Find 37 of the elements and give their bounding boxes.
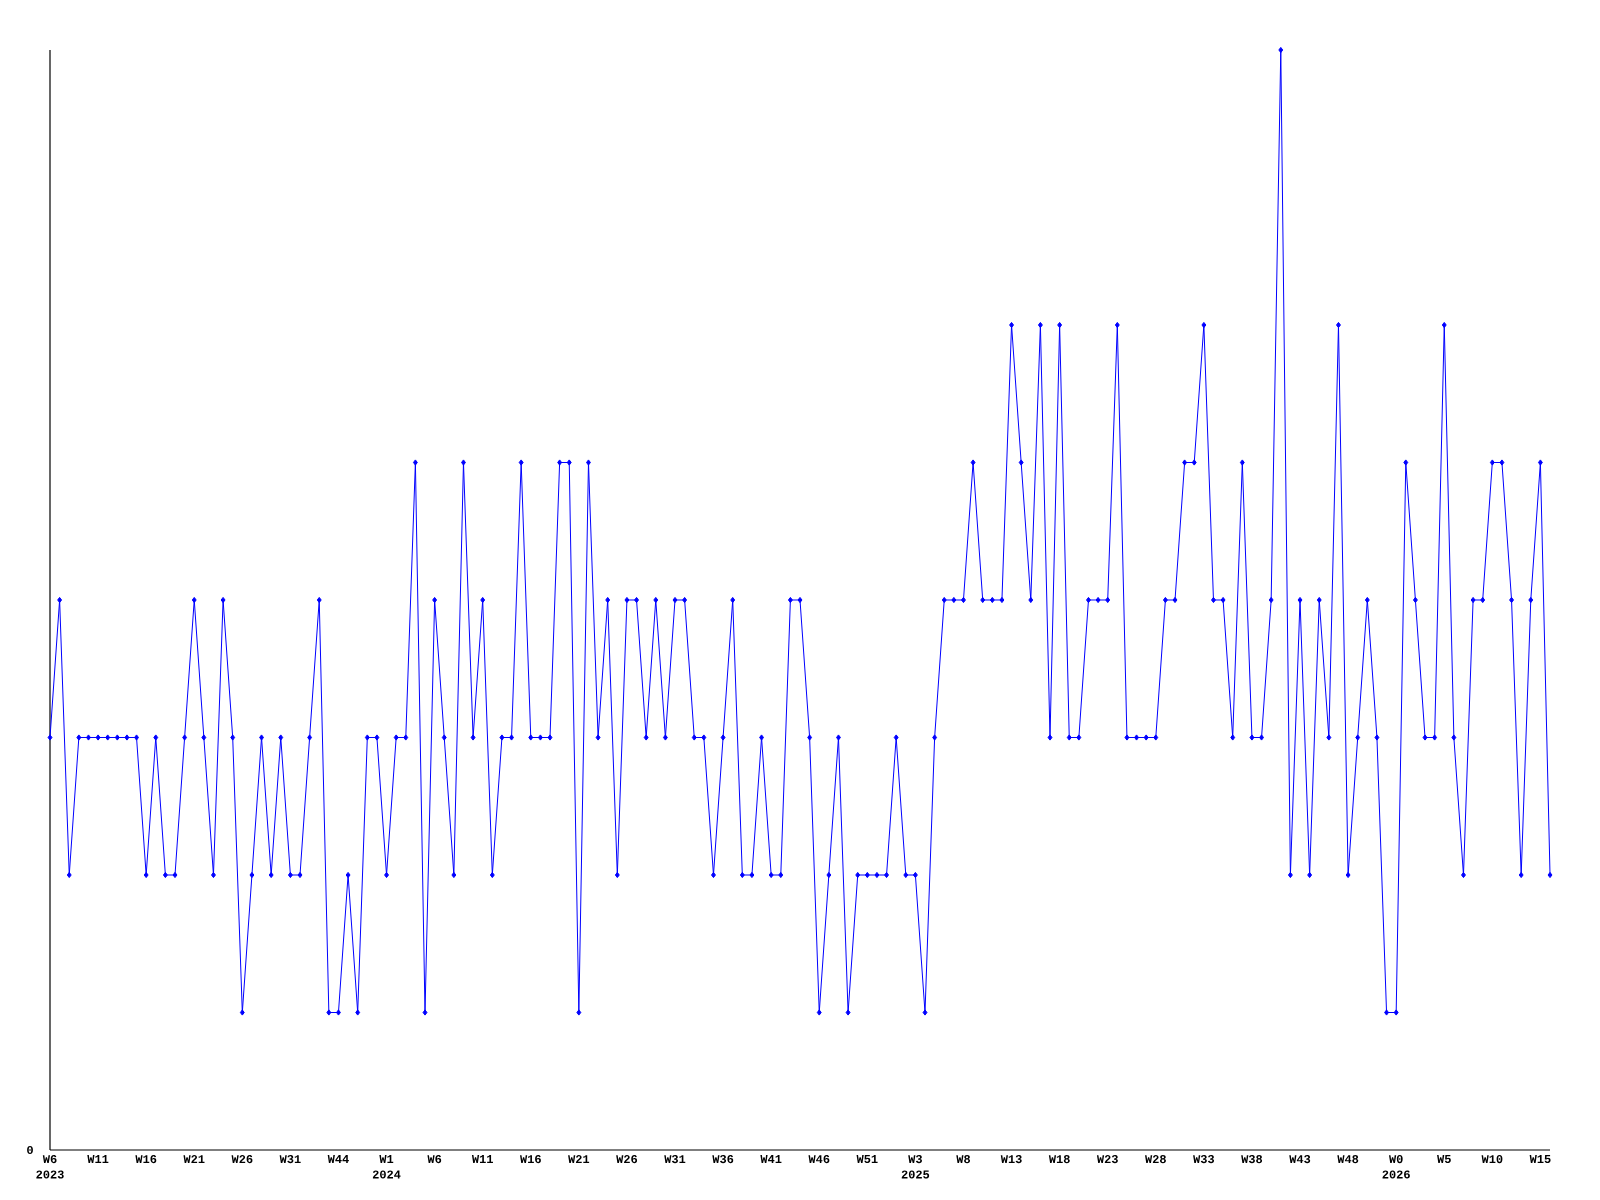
x-tick-label: W21 <box>183 1155 205 1164</box>
x-tick-label: W41 <box>760 1155 782 1163</box>
x-tick-label: W3 <box>908 1155 922 1164</box>
x-tick-label: W33 <box>1193 1155 1215 1164</box>
x-tick-label: W23 <box>1096 1155 1118 1164</box>
x-tick-label: W46 <box>808 1155 830 1164</box>
x-tick-label: W28 <box>1145 1155 1166 1164</box>
x-tick-label: W0 <box>1389 1155 1403 1164</box>
text: 2023 <box>36 1170 64 1179</box>
x-tick-label: W1 <box>379 1155 394 1163</box>
x-tick-label: W13 <box>1000 1155 1022 1164</box>
text: 2024 <box>372 1170 401 1179</box>
x-tick-label: W5 <box>1437 1155 1451 1164</box>
x-tick-label: W31 <box>279 1155 301 1164</box>
x-tick-label: W11 <box>87 1155 109 1163</box>
x-tick-label: W6 <box>42 1155 57 1164</box>
x-tick-label: W16 <box>520 1155 541 1164</box>
x-tick-label: W48 <box>1337 1155 1359 1164</box>
x-tick-label: W43 <box>1289 1155 1311 1164</box>
x-tick-label: W38 <box>1241 1155 1263 1164</box>
x-tick-label: W51 <box>856 1155 878 1164</box>
x-tick-label: W16 <box>135 1155 157 1164</box>
text: 2026 <box>1382 1170 1410 1179</box>
x-tick-label: W8 <box>956 1155 970 1164</box>
x-tick-label: W6 <box>427 1155 442 1164</box>
x-tick-label: W26 <box>616 1155 638 1164</box>
x-tick-label: W11 <box>471 1155 493 1163</box>
x-tick-label: W18 <box>1048 1155 1070 1164</box>
text: 0 <box>27 1145 33 1155</box>
x-tick-label: W44 <box>327 1155 349 1163</box>
text: 2025 <box>901 1170 930 1179</box>
x-tick-label: W31 <box>664 1155 686 1164</box>
x-tick-label: W21 <box>568 1155 590 1164</box>
x-tick-label: W10 <box>1481 1155 1503 1164</box>
x-tick-label: W36 <box>712 1155 734 1164</box>
x-tick-label: W26 <box>231 1155 253 1164</box>
x-tick-label: W15 <box>1529 1155 1551 1164</box>
